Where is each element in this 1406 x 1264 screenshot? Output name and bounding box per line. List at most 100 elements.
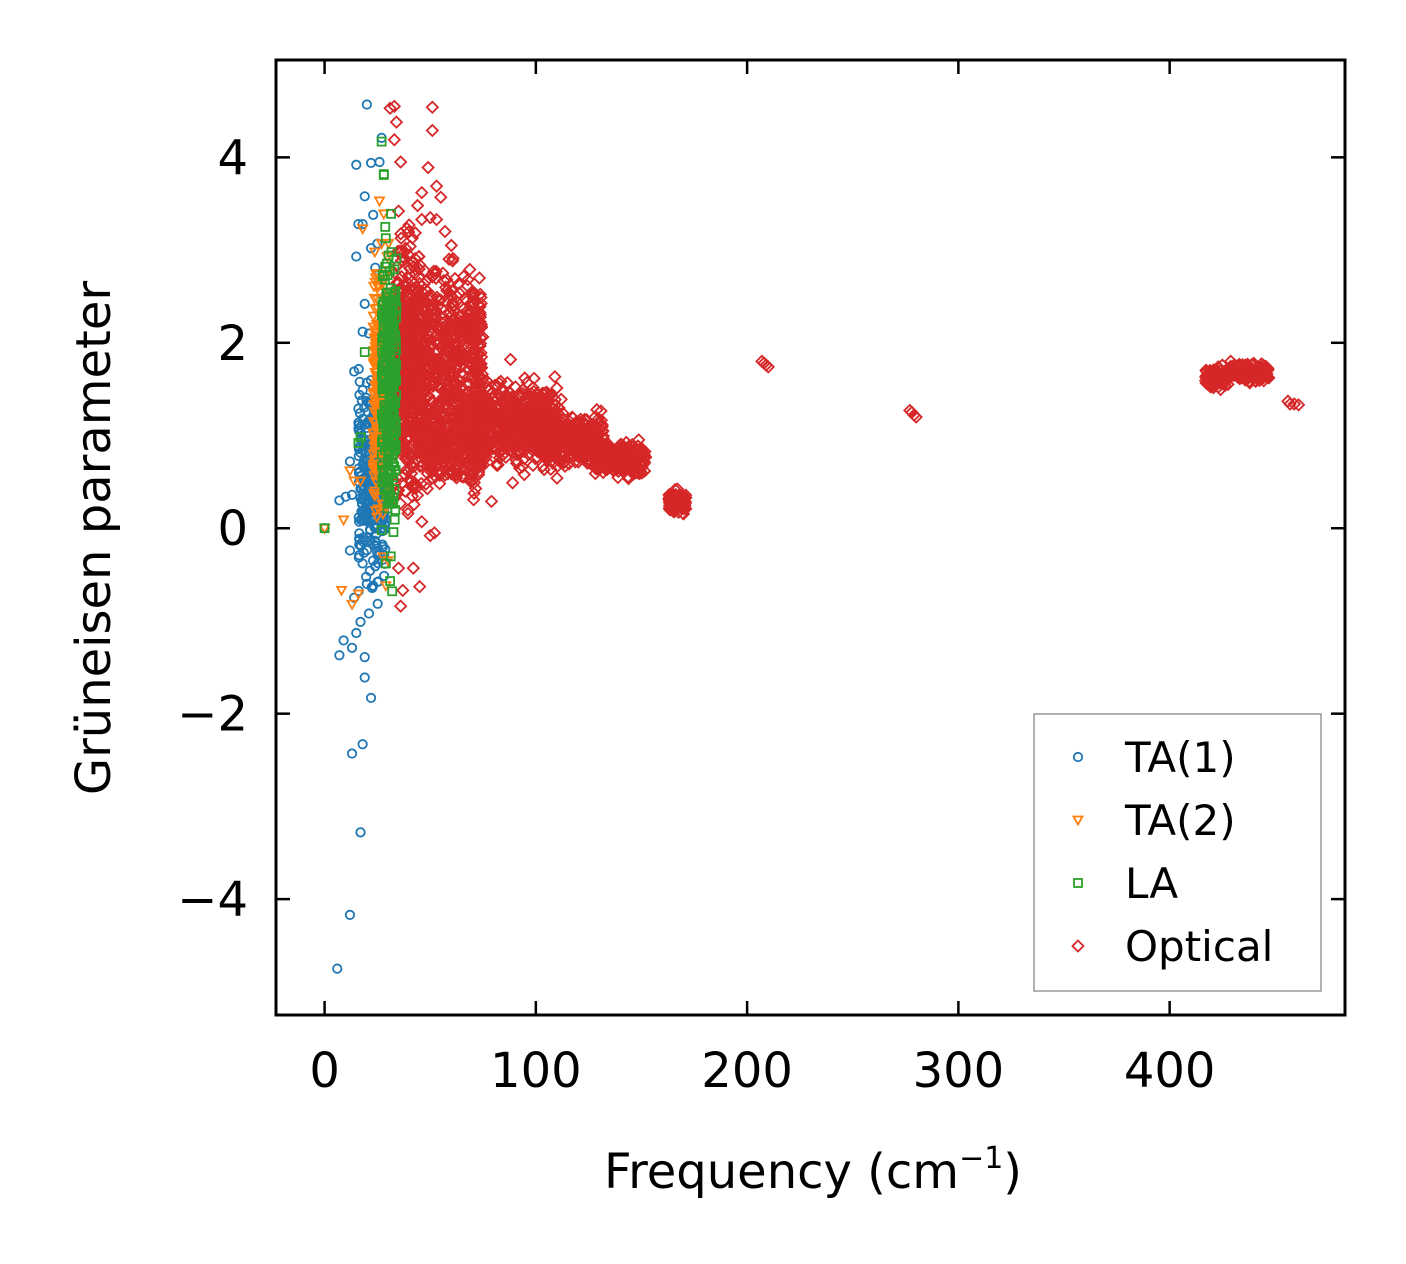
- point-optical: [435, 311, 449, 326]
- point-optical: [474, 458, 488, 473]
- point-optical: [394, 231, 408, 246]
- point-la: [380, 221, 391, 232]
- point-ta1: [372, 598, 383, 609]
- point-optical: [394, 253, 409, 268]
- point-optical: [414, 399, 428, 413]
- point-optical: [535, 433, 550, 447]
- point-optical: [492, 376, 506, 390]
- point-optical: [533, 410, 547, 424]
- point-optical: [445, 374, 460, 388]
- point-ta1: [365, 692, 377, 704]
- legend-marker-ta1: [1072, 751, 1084, 763]
- point-optical: [438, 224, 452, 239]
- point-la: [381, 258, 392, 269]
- point-la: [379, 400, 390, 411]
- point-optical: [434, 190, 448, 204]
- point-optical: [574, 424, 589, 438]
- point-optical: [611, 470, 625, 485]
- point-optical: [454, 382, 468, 396]
- point-optical: [439, 408, 453, 423]
- point-optical: [457, 313, 471, 328]
- x-axis-label-text: Frequency (cm: [604, 1144, 959, 1200]
- point-ta1: [351, 251, 362, 262]
- point-optical: [456, 325, 471, 339]
- point-optical: [439, 272, 454, 287]
- point-optical: [451, 277, 466, 291]
- point-optical: [569, 433, 584, 447]
- point-optical: [668, 494, 683, 508]
- point-optical: [476, 458, 491, 472]
- point-la: [380, 233, 391, 244]
- point-optical: [499, 388, 513, 402]
- point-ta2: [368, 293, 381, 305]
- point-ta1: [363, 608, 375, 619]
- point-la: [383, 292, 393, 303]
- y-tick-label: 4: [217, 130, 248, 186]
- point-ta2: [346, 599, 359, 611]
- point-optical: [417, 301, 431, 316]
- point-optical: [436, 461, 451, 475]
- point-optical: [533, 417, 548, 431]
- point-optical: [414, 514, 429, 529]
- point-optical: [423, 366, 437, 381]
- point-optical: [398, 451, 413, 466]
- point-optical: [414, 436, 428, 451]
- point-optical: [467, 287, 482, 301]
- point-la: [380, 261, 391, 272]
- point-optical: [469, 428, 483, 443]
- point-ta2: [367, 311, 380, 323]
- point-optical: [488, 429, 502, 444]
- point-optical: [403, 297, 418, 311]
- point-optical: [424, 459, 438, 474]
- point-optical: [444, 238, 459, 253]
- point-optical: [517, 371, 532, 385]
- point-optical: [594, 413, 609, 428]
- point-optical: [474, 290, 488, 305]
- point-optical: [433, 293, 448, 307]
- point-optical: [550, 471, 564, 485]
- point-la: [390, 286, 401, 297]
- point-optical: [422, 375, 437, 390]
- point-la: [389, 435, 399, 446]
- point-optical: [671, 505, 686, 520]
- point-optical: [462, 262, 477, 277]
- point-optical: [419, 477, 433, 491]
- point-optical: [402, 218, 416, 232]
- point-optical: [470, 442, 484, 456]
- point-optical: [451, 429, 466, 444]
- point-ta1: [370, 561, 381, 572]
- point-optical: [535, 459, 550, 473]
- point-la: [385, 380, 396, 391]
- point-optical: [596, 437, 611, 451]
- point-optical: [474, 296, 488, 311]
- point-ta1: [357, 558, 368, 569]
- point-optical: [400, 388, 415, 403]
- point-ta1: [353, 219, 364, 230]
- point-ta2: [373, 196, 386, 208]
- point-optical: [1201, 370, 1215, 384]
- point-optical: [401, 225, 416, 239]
- x-tick-label: 0: [309, 1043, 340, 1099]
- point-optical: [424, 419, 439, 434]
- point-optical: [594, 404, 608, 418]
- x-tick-label: 100: [490, 1043, 582, 1099]
- legend-label-optical: Optical: [1125, 922, 1273, 971]
- point-ta1: [351, 627, 362, 639]
- point-optical: [512, 420, 526, 434]
- point-la: [384, 299, 395, 310]
- point-optical: [433, 361, 447, 376]
- point-optical: [422, 290, 437, 304]
- series-ta1: [319, 99, 391, 974]
- point-ta1: [334, 495, 345, 506]
- point-ta1: [344, 909, 356, 920]
- point-optical: [425, 270, 440, 284]
- point-optical: [418, 321, 432, 336]
- point-ta2: [335, 585, 348, 597]
- point-optical: [1252, 368, 1267, 383]
- point-optical: [442, 252, 456, 266]
- point-optical: [427, 526, 442, 540]
- point-ta1: [353, 450, 364, 462]
- point-optical: [530, 445, 545, 459]
- point-optical: [463, 467, 478, 482]
- point-ta1: [357, 384, 368, 396]
